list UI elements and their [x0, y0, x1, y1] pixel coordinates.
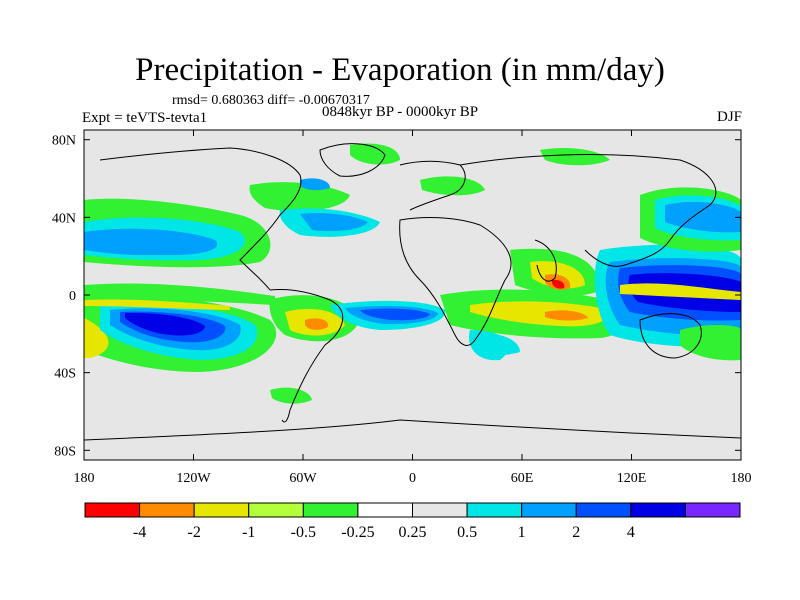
stats-label: rmsd= 0.680363 diff= -0.00670317 — [172, 93, 370, 108]
colorbar-box — [466, 502, 523, 518]
lat-tick-label: 80N — [52, 134, 76, 149]
field-green — [540, 148, 610, 166]
colorbar-box — [248, 502, 304, 518]
field-blue — [360, 308, 430, 321]
coast-north-america — [99, 147, 302, 291]
coast-antarctica — [84, 419, 741, 441]
colorbar-label: 4 — [627, 524, 635, 541]
colorbar-box — [575, 502, 632, 518]
lat-tick-label: 80S — [54, 444, 76, 459]
coast-australia — [639, 313, 702, 359]
colorbar-label: -4 — [133, 524, 146, 541]
field-orange — [305, 318, 329, 330]
colorbar-box — [357, 502, 413, 518]
coastlines — [84, 143, 741, 441]
lat-axis: 80N 40N 0 40S 80S — [52, 134, 741, 459]
field-lightblue — [300, 178, 330, 191]
precip-field — [84, 143, 741, 404]
lon-tick-label: 180 — [74, 471, 95, 486]
lon-tick-label: 120W — [176, 471, 211, 486]
colorbar-box — [193, 502, 250, 518]
field-yellow — [620, 283, 741, 300]
colorbar-label: 2 — [572, 524, 580, 541]
field-yellow — [84, 299, 230, 310]
coast-india — [534, 239, 557, 282]
colorbar-box — [412, 502, 468, 518]
season-label: DJF — [716, 109, 742, 125]
field-darkblue — [125, 312, 205, 336]
field-green — [270, 387, 312, 404]
period-label: 0848kyr BP - 0000kyr BP — [322, 104, 479, 120]
colorbar-box — [630, 502, 686, 518]
coast-greenland — [319, 143, 386, 177]
field-green — [420, 176, 485, 196]
field-yellow — [84, 318, 109, 358]
lon-tick-label: 0 — [409, 471, 416, 486]
colorbar-box — [302, 502, 359, 518]
experiment-label: Expt = teVTS-tevta1 — [82, 110, 208, 126]
lat-tick-label: 40S — [54, 367, 76, 382]
colorbar-label: 1 — [518, 524, 526, 541]
colorbar-box — [684, 502, 741, 518]
colorbar-label: 0.25 — [399, 524, 427, 541]
coast-south-america — [269, 289, 344, 423]
colorbar-label: -2 — [188, 524, 201, 541]
colorbar-label: -0.25 — [341, 524, 374, 541]
field-green — [350, 143, 400, 165]
field-cyan — [470, 333, 520, 356]
field-green — [680, 325, 741, 361]
colorbar-box — [521, 502, 577, 518]
lon-tick-label: 120E — [617, 471, 647, 486]
field-lightblue — [84, 228, 218, 256]
colorbar-label: -1 — [242, 524, 255, 541]
lon-tick-label: 60W — [289, 471, 317, 486]
coast-europe — [399, 160, 466, 211]
colorbar-boxes — [84, 502, 741, 518]
field-green — [84, 283, 275, 305]
colorbar-label: 0.5 — [457, 524, 477, 541]
lon-tick-label: 60E — [511, 471, 534, 486]
lat-tick-label: 0 — [69, 289, 76, 304]
field-lightblue — [300, 213, 368, 232]
field-orange — [545, 310, 588, 321]
field-red — [552, 279, 565, 289]
colorbar-label: -0.5 — [291, 524, 316, 541]
colorbar-labels: -4 -2 -1 -0.5 -0.25 0.25 0.5 1 2 4 — [133, 524, 635, 541]
colorbar-box — [84, 502, 141, 518]
lat-tick-label: 40N — [52, 211, 76, 226]
field-green — [249, 182, 350, 212]
coast-asia — [459, 154, 717, 267]
lon-axis: 180 120W 60W 0 60E 120E 180 — [74, 130, 752, 486]
coast-africa — [399, 217, 512, 346]
colorbar-box — [139, 502, 195, 518]
lon-tick-label: 180 — [731, 471, 752, 486]
map-title: Precipitation - Evaporation (in mm/day) — [135, 52, 665, 88]
